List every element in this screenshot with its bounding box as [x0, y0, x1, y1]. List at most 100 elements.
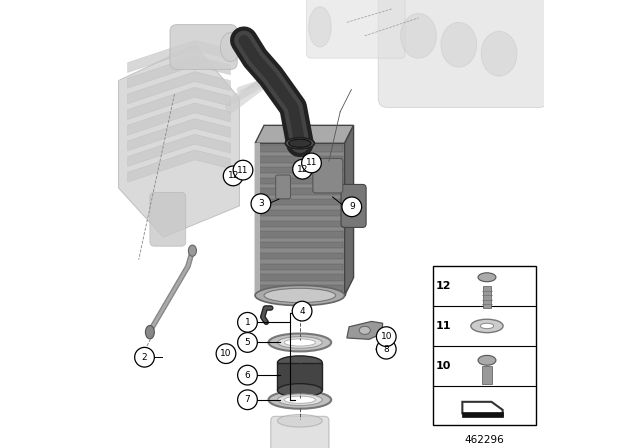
Ellipse shape: [309, 7, 331, 47]
FancyBboxPatch shape: [307, 0, 405, 58]
Text: 6: 6: [244, 370, 250, 379]
FancyBboxPatch shape: [170, 25, 237, 69]
Ellipse shape: [359, 326, 371, 334]
Bar: [257, 285, 343, 292]
Bar: [257, 156, 343, 163]
Polygon shape: [127, 134, 230, 167]
Ellipse shape: [289, 139, 311, 147]
Ellipse shape: [269, 333, 331, 351]
Ellipse shape: [284, 339, 316, 346]
Text: 10: 10: [435, 361, 451, 370]
Text: 11: 11: [237, 166, 249, 175]
Ellipse shape: [278, 383, 322, 397]
Bar: [433, 267, 536, 425]
Ellipse shape: [188, 245, 196, 256]
Ellipse shape: [480, 323, 493, 329]
Bar: [257, 167, 343, 173]
Circle shape: [237, 390, 257, 409]
Circle shape: [376, 339, 396, 359]
Circle shape: [251, 194, 271, 214]
Ellipse shape: [278, 394, 322, 405]
Bar: [257, 232, 343, 238]
Text: 11: 11: [435, 321, 451, 331]
Text: 7: 7: [244, 395, 250, 404]
Text: 5: 5: [244, 338, 250, 347]
Ellipse shape: [481, 31, 517, 76]
Polygon shape: [344, 125, 353, 295]
Circle shape: [233, 160, 253, 180]
Polygon shape: [127, 103, 230, 135]
Ellipse shape: [220, 32, 241, 61]
Ellipse shape: [478, 355, 496, 365]
Circle shape: [292, 301, 312, 321]
Text: 10: 10: [220, 349, 232, 358]
Bar: [257, 275, 343, 281]
Bar: [257, 221, 343, 227]
Ellipse shape: [269, 391, 331, 409]
Bar: [255, 143, 260, 295]
Text: 3: 3: [258, 199, 264, 208]
Polygon shape: [255, 125, 353, 143]
FancyBboxPatch shape: [378, 0, 548, 108]
Ellipse shape: [284, 396, 316, 403]
Bar: [257, 189, 343, 195]
Text: 12: 12: [297, 165, 308, 174]
Bar: [257, 242, 343, 249]
Polygon shape: [127, 87, 230, 120]
Polygon shape: [255, 143, 344, 295]
Circle shape: [301, 153, 321, 173]
Ellipse shape: [478, 273, 496, 282]
Bar: [278, 362, 322, 390]
Ellipse shape: [264, 289, 335, 302]
Text: 12: 12: [435, 281, 451, 291]
Text: 10: 10: [381, 332, 392, 341]
Circle shape: [134, 347, 154, 367]
Circle shape: [216, 344, 236, 363]
Bar: [482, 366, 492, 383]
Bar: [462, 412, 502, 417]
Circle shape: [237, 332, 257, 352]
Bar: [257, 253, 343, 259]
Circle shape: [237, 365, 257, 385]
Ellipse shape: [441, 22, 477, 67]
FancyBboxPatch shape: [276, 175, 291, 199]
Ellipse shape: [278, 336, 322, 348]
Text: 2: 2: [141, 353, 147, 362]
Text: 4: 4: [300, 306, 305, 316]
Circle shape: [342, 197, 362, 217]
FancyBboxPatch shape: [341, 185, 366, 228]
Bar: [483, 286, 492, 308]
Polygon shape: [127, 40, 230, 73]
Text: 12: 12: [227, 172, 239, 181]
Ellipse shape: [278, 356, 322, 369]
FancyBboxPatch shape: [150, 193, 186, 246]
FancyBboxPatch shape: [313, 159, 343, 193]
Polygon shape: [127, 150, 230, 182]
Circle shape: [223, 166, 243, 186]
Text: 8: 8: [383, 345, 389, 353]
Ellipse shape: [145, 325, 154, 339]
Ellipse shape: [401, 13, 436, 58]
FancyBboxPatch shape: [271, 416, 329, 448]
Circle shape: [237, 312, 257, 332]
Ellipse shape: [278, 414, 322, 427]
Text: 462296: 462296: [465, 435, 504, 445]
Polygon shape: [347, 321, 383, 339]
Text: 9: 9: [349, 202, 355, 211]
Circle shape: [376, 327, 396, 346]
Circle shape: [292, 159, 312, 179]
Text: 1: 1: [244, 318, 250, 327]
Polygon shape: [127, 119, 230, 151]
Polygon shape: [127, 72, 230, 104]
Bar: [257, 199, 343, 206]
Ellipse shape: [285, 138, 314, 149]
Bar: [257, 178, 343, 184]
Bar: [257, 264, 343, 270]
Bar: [257, 210, 343, 216]
Bar: [257, 146, 343, 152]
Ellipse shape: [255, 285, 344, 306]
Ellipse shape: [471, 319, 503, 333]
Polygon shape: [118, 45, 239, 237]
Text: 11: 11: [306, 159, 317, 168]
Polygon shape: [127, 56, 230, 88]
